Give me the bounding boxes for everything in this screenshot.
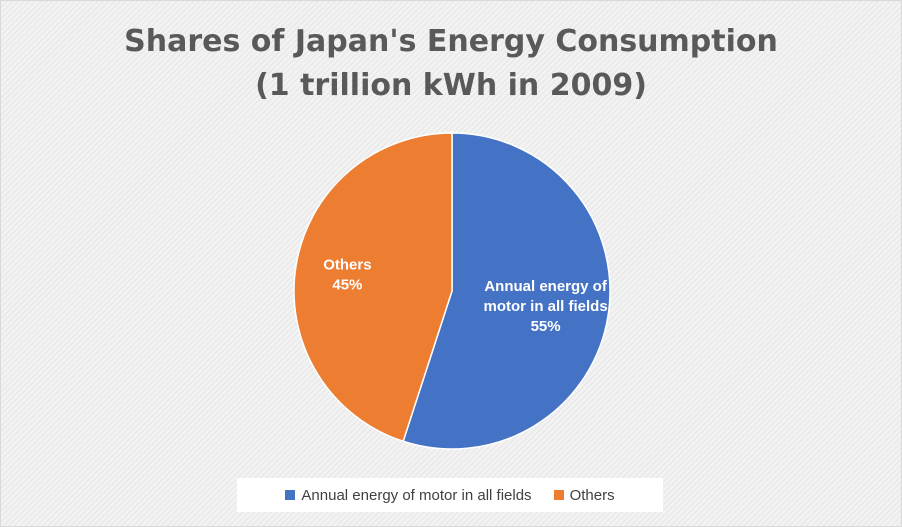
- pie-slice-motor: [402, 132, 611, 450]
- data-label-others: Others 45%: [323, 256, 371, 293]
- legend-item-motor: Annual energy of motor in all fields: [285, 486, 532, 504]
- chart-title: Shares of Japan's Energy Consumption: [124, 24, 778, 59]
- legend-label-others: Others: [569, 486, 615, 504]
- legend-swatch-motor: [285, 490, 296, 500]
- legend-swatch-others: [553, 490, 564, 500]
- pie-slice-others: [293, 132, 453, 443]
- chart-subtitle: (1 trillion kWh in 2009): [255, 68, 647, 103]
- legend: Annual energy of motor in all fields Oth…: [237, 478, 663, 512]
- data-label-motor: Annual energy of motor in all fields 55%: [484, 278, 608, 335]
- legend-item-others: Others: [553, 486, 615, 504]
- legend-label-motor: Annual energy of motor in all fields: [301, 486, 532, 504]
